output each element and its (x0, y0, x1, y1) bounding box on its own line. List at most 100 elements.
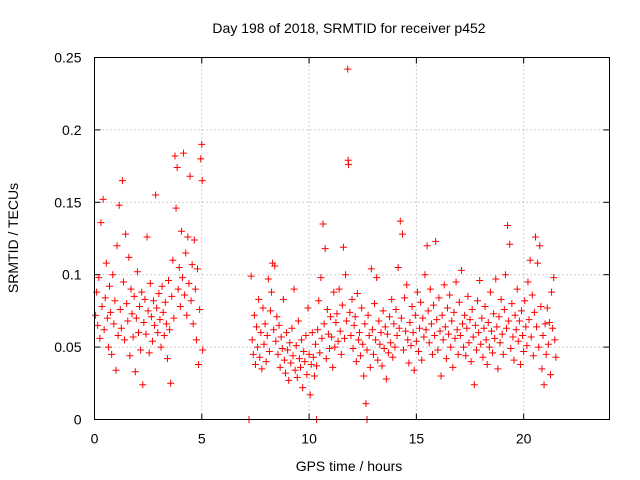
data-point (274, 350, 282, 358)
data-point (192, 336, 200, 344)
data-point (505, 317, 513, 325)
x-tick-label: 10 (301, 431, 317, 447)
data-point (521, 297, 529, 305)
data-point (270, 326, 278, 334)
data-point (318, 334, 326, 342)
data-point (152, 191, 160, 199)
data-point (390, 320, 398, 328)
data-point (543, 304, 551, 312)
data-point (456, 332, 464, 340)
data-point (194, 265, 201, 273)
data-point (548, 288, 556, 296)
data-point (535, 343, 543, 351)
data-point (309, 353, 317, 361)
data-point (486, 288, 494, 296)
data-point (351, 313, 359, 321)
data-point (187, 297, 195, 305)
data-point (303, 371, 311, 379)
data-point (170, 314, 178, 322)
data-point (339, 243, 347, 251)
data-point (448, 317, 456, 325)
data-point (374, 356, 382, 364)
data-point (278, 345, 286, 353)
data-point (301, 358, 309, 366)
data-point (546, 371, 554, 379)
data-point (182, 249, 190, 257)
data-point (365, 332, 373, 340)
data-point (345, 161, 353, 169)
data-point (380, 345, 388, 353)
data-point (442, 355, 450, 363)
data-point (330, 288, 338, 296)
data-point (248, 336, 256, 344)
data-point (478, 314, 486, 322)
data-point (361, 320, 369, 328)
x-tick-label: 15 (409, 431, 425, 447)
data-point (102, 259, 110, 267)
data-point (340, 334, 348, 342)
data-point (118, 177, 126, 185)
data-point (175, 263, 183, 271)
data-point (181, 291, 189, 299)
data-point (423, 242, 431, 250)
data-point (97, 219, 105, 227)
data-point (167, 379, 175, 387)
data-point (401, 294, 409, 302)
data-point (413, 288, 421, 296)
data-point (513, 285, 521, 293)
data-point (528, 291, 536, 299)
data-point (504, 221, 512, 229)
data-point (406, 318, 414, 326)
data-point (454, 350, 462, 358)
data-point (291, 366, 299, 374)
data-point (426, 285, 434, 293)
data-point (327, 313, 335, 321)
data-point (289, 352, 297, 360)
data-point (534, 259, 542, 267)
data-point (445, 330, 453, 338)
data-point (250, 311, 258, 319)
data-point (348, 295, 356, 303)
data-point (412, 337, 420, 345)
data-point (383, 330, 391, 338)
data-point (441, 323, 449, 331)
data-point (450, 308, 458, 316)
data-point (487, 327, 495, 335)
data-point (101, 294, 109, 302)
data-point (116, 305, 124, 313)
data-point (158, 282, 166, 290)
data-point (537, 303, 545, 311)
data-point (531, 233, 539, 241)
data-point (474, 297, 482, 305)
data-point (300, 347, 308, 355)
data-point (503, 324, 510, 332)
data-point (197, 155, 205, 163)
data-point (125, 253, 133, 261)
data-point (297, 363, 304, 371)
y-tick-label: 0.15 (54, 194, 81, 210)
data-point (272, 337, 280, 345)
data-point (379, 307, 387, 315)
data-point (499, 350, 507, 358)
data-point (96, 334, 104, 342)
data-point (389, 353, 397, 361)
data-point (472, 346, 480, 354)
data-point (109, 271, 117, 279)
data-point (257, 329, 265, 337)
data-point (393, 332, 401, 340)
data-point (466, 316, 474, 324)
data-point (180, 149, 188, 157)
data-point (451, 334, 459, 342)
data-point (495, 313, 503, 321)
data-point (121, 336, 129, 344)
data-point (114, 332, 122, 340)
data-point (140, 318, 148, 326)
data-point (443, 304, 451, 312)
data-point (315, 297, 323, 305)
data-point (247, 272, 255, 280)
data-point (549, 324, 557, 332)
data-point (421, 271, 429, 279)
data-point (130, 292, 138, 300)
data-point (364, 311, 372, 319)
